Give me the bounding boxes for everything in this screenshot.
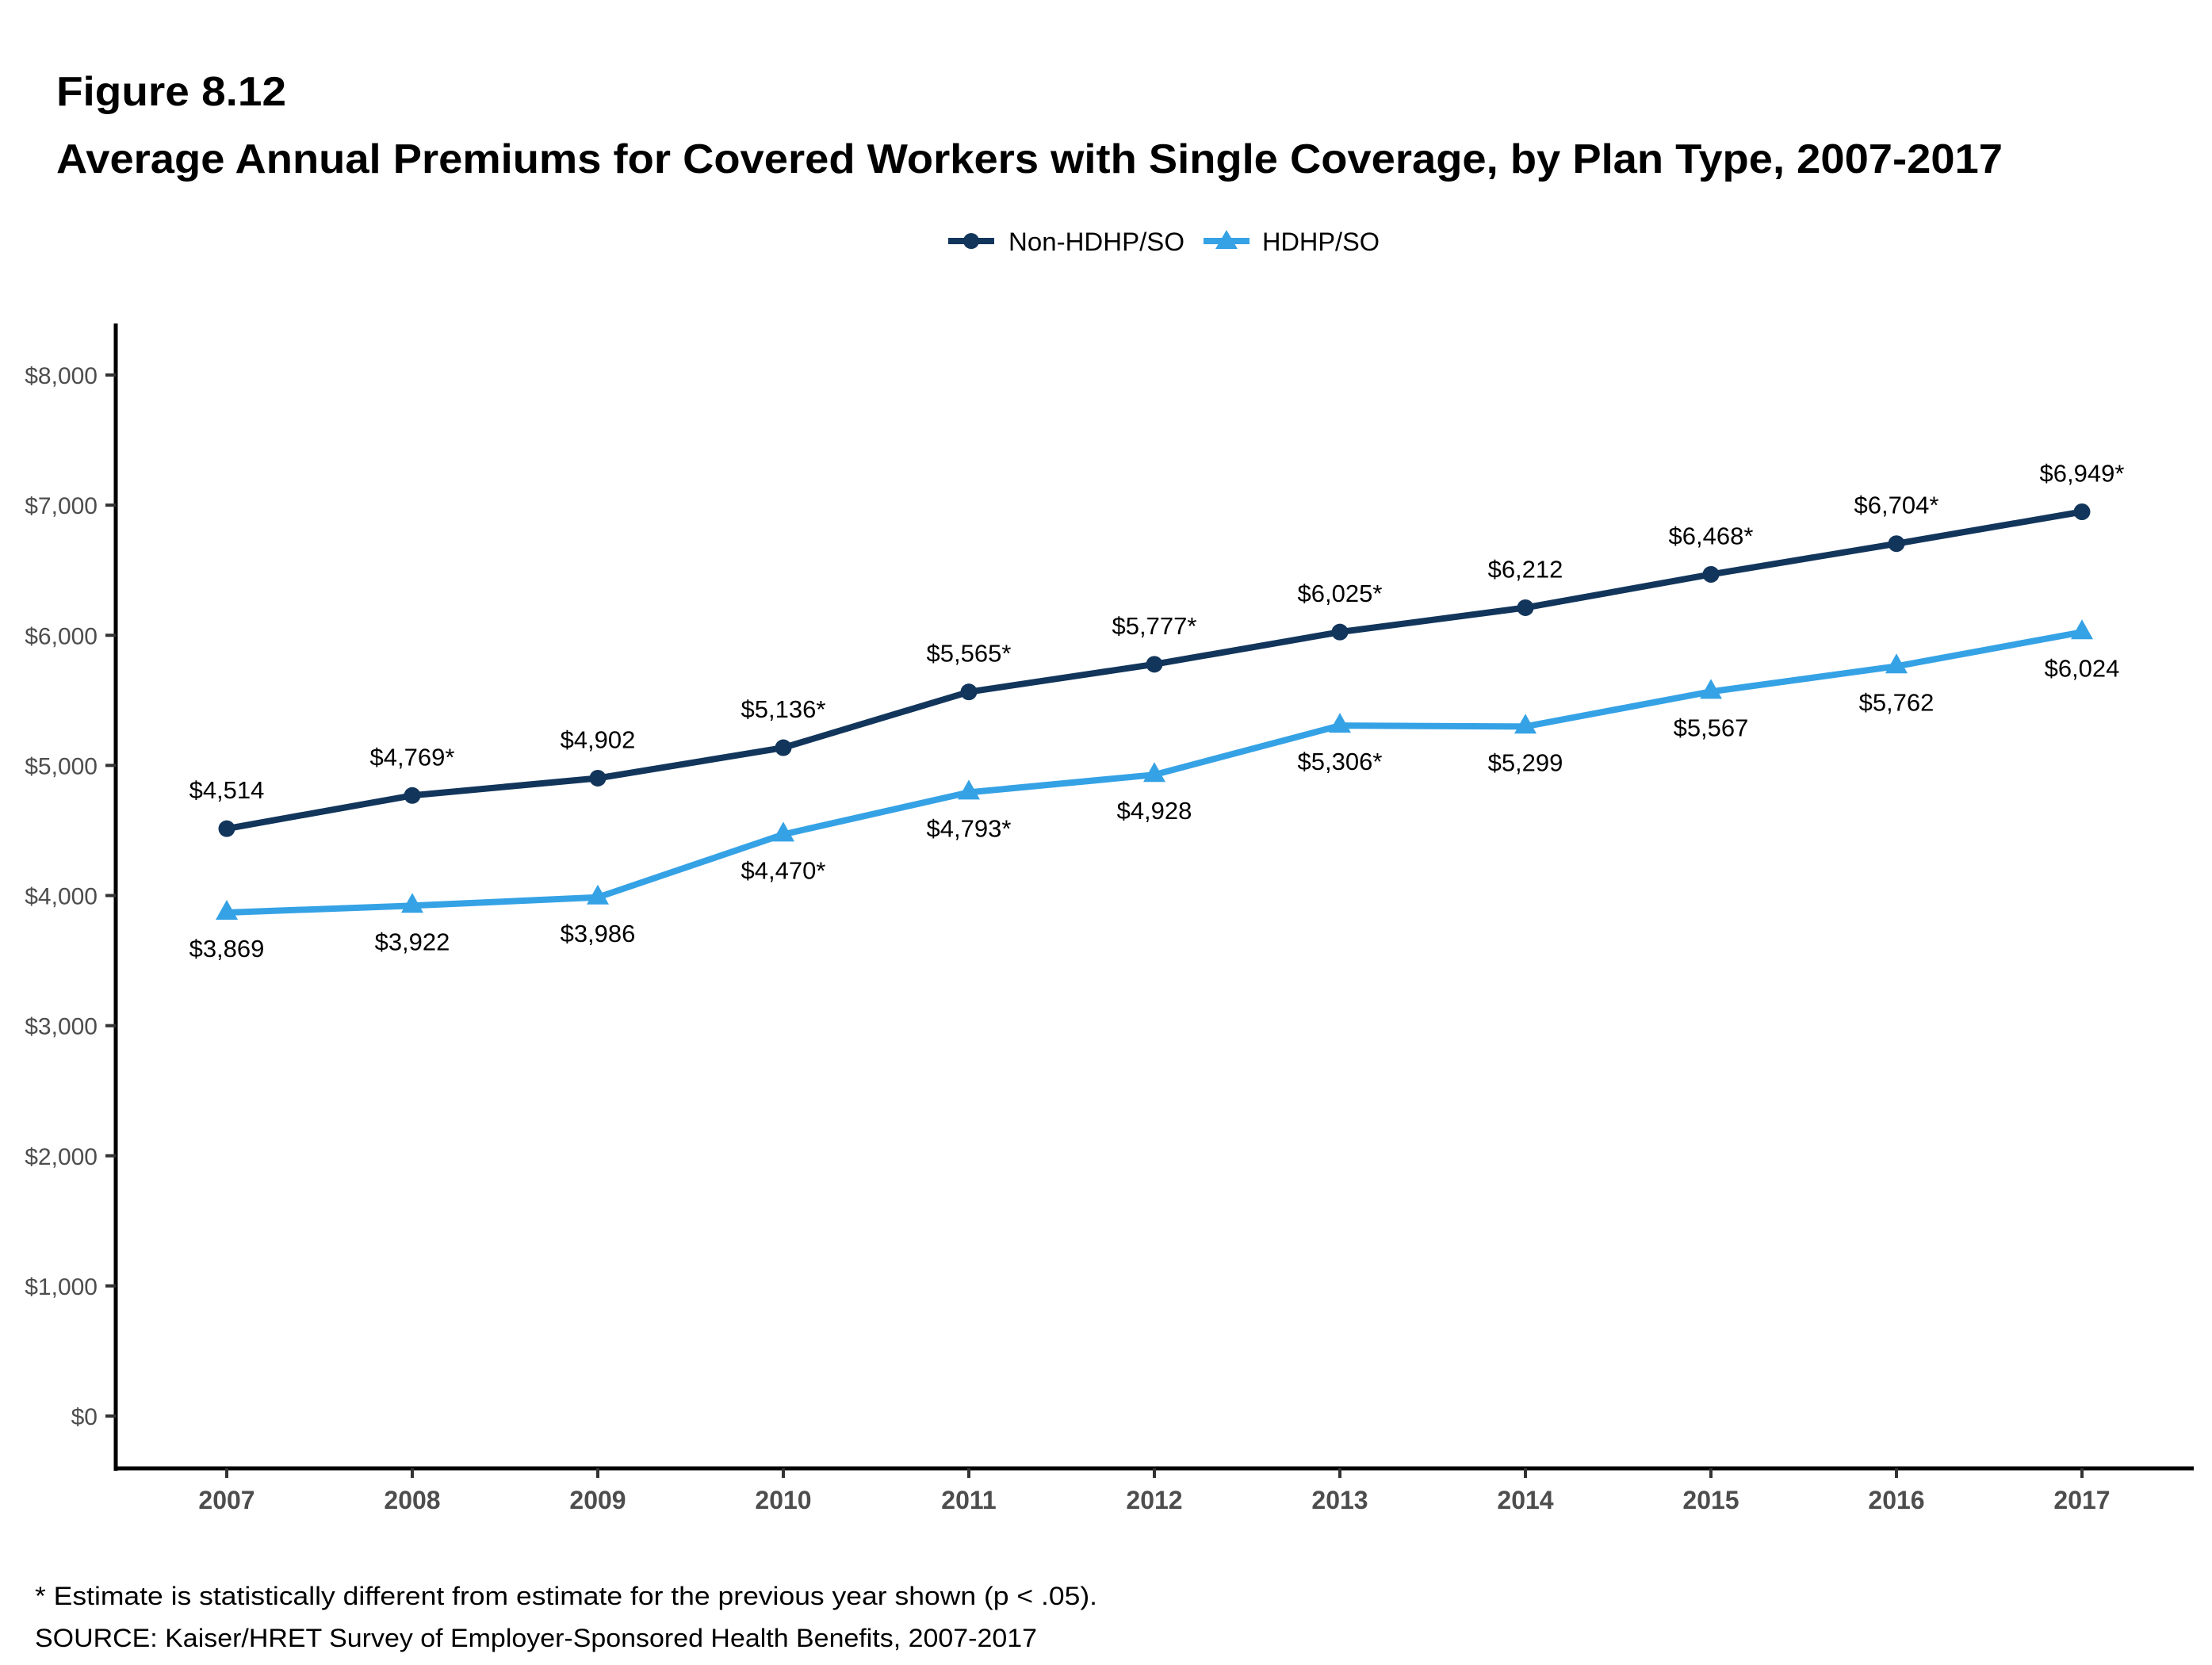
data-point-circle bbox=[2073, 503, 2091, 520]
data-point-circle bbox=[775, 739, 792, 756]
data-label-hdhp-so: $5,299 bbox=[1488, 748, 1563, 776]
x-tick-label: 2011 bbox=[941, 1486, 996, 1514]
data-point-triangle bbox=[587, 884, 609, 905]
data-point-circle bbox=[589, 769, 607, 787]
x-axis-ticks: 2007 2008 2009 2010 2011 2012 2013 2014 2015 2016… bbox=[198, 1468, 2111, 1514]
chart-title: Average Annual Premiums for Covered Work… bbox=[56, 136, 2003, 182]
x-tick-label: 2012 bbox=[1126, 1486, 1182, 1514]
x-tick-label: 2014 bbox=[1497, 1486, 1553, 1514]
data-point-circle bbox=[1331, 623, 1349, 641]
data-point-triangle bbox=[1700, 679, 1722, 699]
data-label-non-hdhp-so: $4,769* bbox=[370, 743, 455, 771]
data-point-circle bbox=[1146, 656, 1163, 673]
series-hdhp-so bbox=[216, 619, 2093, 921]
data-label-non-hdhp-so: $5,777* bbox=[1112, 612, 1197, 640]
data-point-circle bbox=[1702, 565, 1720, 583]
data-point-triangle bbox=[1329, 713, 1351, 733]
data-label-non-hdhp-so: $6,025* bbox=[1298, 580, 1383, 607]
y-tick-label: $3,000 bbox=[25, 1014, 98, 1040]
x-tick-label: 2008 bbox=[384, 1486, 440, 1514]
data-label-non-hdhp-so: $6,212 bbox=[1488, 555, 1563, 583]
legend: Non-HDHP/SO HDHP/SO bbox=[948, 228, 1380, 256]
y-tick-label: $8,000 bbox=[25, 363, 98, 389]
data-point-triangle bbox=[1143, 762, 1165, 783]
data-point-circle bbox=[1888, 535, 1905, 553]
data-label-hdhp-so: $6,024 bbox=[2045, 654, 2120, 682]
data-label-non-hdhp-so: $5,136* bbox=[741, 695, 826, 723]
data-point-triangle bbox=[401, 893, 423, 913]
legend-circle-marker-icon bbox=[963, 233, 979, 249]
data-point-circle bbox=[1517, 599, 1534, 616]
data-label-hdhp-so: $5,567 bbox=[1674, 714, 1749, 741]
data-label-non-hdhp-so: $6,704* bbox=[1854, 492, 1939, 519]
legend-label-hdhp: HDHP/SO bbox=[1262, 228, 1380, 256]
y-tick-label: $5,000 bbox=[25, 753, 98, 779]
y-tick-label: $6,000 bbox=[25, 623, 98, 649]
data-point-circle bbox=[218, 820, 235, 837]
legend-label-non-hdhp: Non-HDHP/SO bbox=[1008, 228, 1184, 256]
data-label-hdhp-so: $5,306* bbox=[1298, 748, 1383, 775]
series-non-hdhp-so bbox=[218, 503, 2091, 837]
data-point-triangle bbox=[1514, 714, 1537, 734]
data-label-non-hdhp-so: $6,949* bbox=[2040, 459, 2125, 487]
x-tick-label: 2013 bbox=[1311, 1486, 1368, 1514]
data-point-triangle bbox=[1885, 653, 1908, 674]
data-label-non-hdhp-so: $6,468* bbox=[1669, 522, 1754, 549]
data-label-hdhp-so: $3,922 bbox=[375, 928, 450, 955]
source-note: SOURCE: Kaiser/HRET Survey of Employer-S… bbox=[35, 1624, 1037, 1652]
x-tick-label: 2017 bbox=[2053, 1486, 2110, 1514]
y-tick-label: $2,000 bbox=[25, 1144, 98, 1170]
data-point-triangle bbox=[216, 900, 238, 921]
data-label-non-hdhp-so: $4,902 bbox=[561, 725, 636, 753]
data-label-hdhp-so: $3,869 bbox=[189, 935, 265, 963]
series-layer bbox=[216, 503, 2093, 921]
figure-number: Figure 8.12 bbox=[56, 69, 286, 115]
data-point-circle bbox=[960, 683, 978, 701]
x-tick-label: 2007 bbox=[198, 1486, 254, 1514]
data-label-hdhp-so: $4,470* bbox=[741, 856, 826, 884]
data-point-triangle bbox=[772, 821, 794, 842]
data-label-hdhp-so: $4,928 bbox=[1117, 797, 1192, 825]
data-label-non-hdhp-so: $4,514 bbox=[189, 776, 265, 804]
legend-triangle-marker-icon bbox=[1215, 230, 1238, 249]
data-labels-layer: $4,514 $4,769* $4,902 $5,136* $5,565* $5,777*… bbox=[189, 459, 2125, 963]
footnote: * Estimate is statistically different fr… bbox=[35, 1582, 1097, 1610]
x-tick-label: 2009 bbox=[569, 1486, 626, 1514]
y-tick-label: $4,000 bbox=[25, 884, 98, 910]
x-tick-label: 2016 bbox=[1868, 1486, 1924, 1514]
data-point-triangle bbox=[2071, 619, 2093, 640]
x-tick-label: 2015 bbox=[1682, 1486, 1739, 1514]
data-point-triangle bbox=[958, 779, 980, 800]
y-axis-ticks: $0 $1,000 $2,000 $3,000 $4,000 $5,000 $6,000 $7… bbox=[25, 363, 116, 1430]
data-label-hdhp-so: $3,986 bbox=[561, 920, 636, 947]
legend-item-non-hdhp: Non-HDHP/SO bbox=[948, 228, 1184, 256]
data-label-hdhp-so: $4,793* bbox=[927, 814, 1012, 842]
y-tick-label: $0 bbox=[71, 1404, 98, 1430]
x-tick-label: 2010 bbox=[755, 1486, 811, 1514]
y-tick-label: $7,000 bbox=[25, 493, 98, 519]
y-tick-label: $1,000 bbox=[25, 1274, 98, 1300]
data-label-non-hdhp-so: $5,565* bbox=[927, 640, 1012, 668]
legend-item-hdhp: HDHP/SO bbox=[1204, 228, 1380, 256]
data-point-circle bbox=[404, 787, 421, 804]
data-label-hdhp-so: $5,762 bbox=[1859, 688, 1935, 716]
